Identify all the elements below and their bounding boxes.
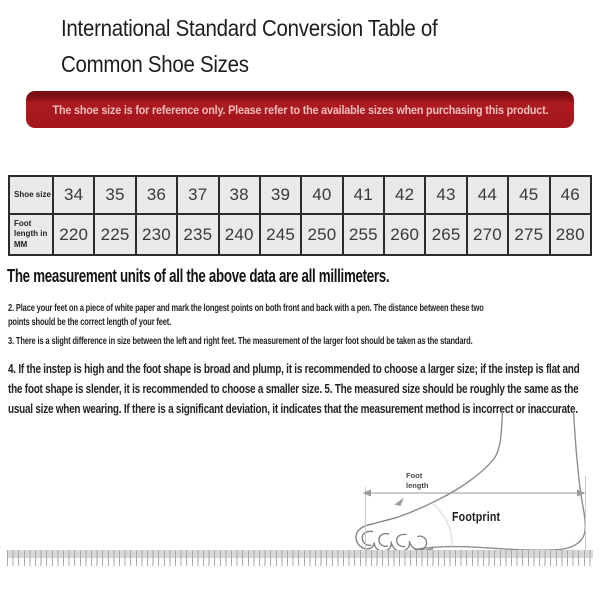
shoe-size-cell: 38 (217, 175, 261, 215)
page-title-line1: International Standard Conversion Table … (61, 15, 438, 41)
note-3: 3. There is a slight difference in size … (8, 336, 473, 347)
foot-length-dimension-arrow (362, 489, 586, 506)
page-title: International Standard Conversion Table … (61, 10, 438, 82)
ruler (7, 550, 593, 566)
foot-length-cell: 235 (176, 213, 220, 256)
footprint-label: Footprint (452, 509, 501, 524)
shoe-size-cell: 46 (548, 175, 592, 215)
foot-length-cell: 280 (548, 213, 592, 256)
shoe-size-cell: 41 (341, 175, 386, 215)
foot-length-cell: 225 (93, 213, 137, 256)
shoe-size-cell: 34 (51, 175, 96, 215)
page-title-line2: Common Shoe Sizes (61, 51, 249, 77)
table-row-shoe-size: Shoe size 34 35 36 37 38 39 40 41 42 43 … (8, 175, 592, 215)
shoe-size-cell: 43 (424, 175, 468, 215)
row-header-shoe-size: Shoe size (8, 175, 54, 215)
shoe-size-cell: 35 (93, 175, 137, 215)
notice-banner-text: The shoe size is for reference only. Ple… (52, 102, 548, 117)
shoe-size-cell: 39 (258, 175, 303, 215)
foot-length-cell: 255 (341, 213, 386, 256)
foot-length-cell: 265 (424, 213, 468, 256)
foot-length-label: Foot length (406, 471, 429, 490)
note-2: 2. Place your feet on a piece of white p… (8, 303, 484, 328)
foot-length-cell: 250 (300, 213, 344, 256)
shoe-size-cell: 42 (382, 175, 427, 215)
notice-banner: The shoe size is for reference only. Ple… (26, 91, 574, 128)
foot-length-cell: 220 (51, 213, 96, 256)
toes-outline (355, 516, 434, 552)
row-header-foot-length: Foot length in MM (8, 213, 54, 256)
foot-length-cell: 275 (507, 213, 551, 256)
shoe-size-cell: 36 (134, 175, 179, 215)
note-4-5: 4. If the instep is high and the foot sh… (8, 361, 580, 416)
foot-length-cell: 230 (134, 213, 179, 256)
shoe-size-cell: 44 (465, 175, 510, 215)
foot-length-cell: 245 (258, 213, 303, 256)
size-conversion-table: Shoe size 34 35 36 37 38 39 40 41 42 43 … (8, 175, 592, 256)
shoe-size-cell: 40 (300, 175, 344, 215)
foot-length-cell: 240 (217, 213, 261, 256)
shoe-size-cell: 37 (176, 175, 220, 215)
notes-heading: The measurement units of all the above d… (7, 266, 390, 286)
table-row-foot-length: Foot length in MM 220 225 230 235 240 24… (8, 213, 592, 256)
foot-length-cell: 270 (465, 213, 510, 256)
foot-length-cell: 260 (382, 213, 427, 256)
shoe-size-cell: 45 (507, 175, 551, 215)
